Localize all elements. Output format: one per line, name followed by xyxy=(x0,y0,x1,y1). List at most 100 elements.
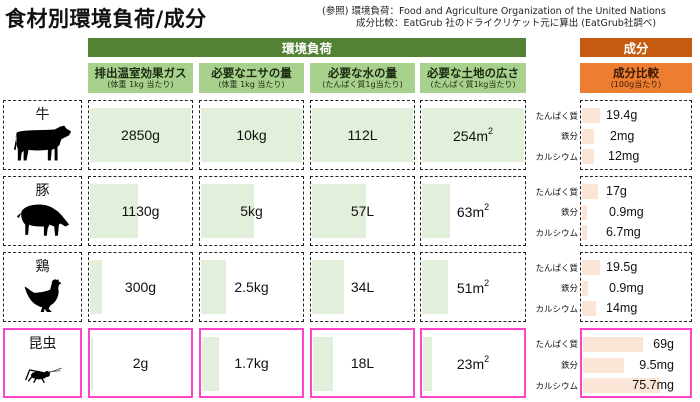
pig-icon xyxy=(16,204,69,236)
chicken-icon xyxy=(24,279,61,312)
value-text: 112L xyxy=(347,127,378,143)
nutrient-value: 75.7mg xyxy=(632,378,674,392)
column-header-unit: (体重 1kg 当たり) xyxy=(218,79,285,89)
value-text: 23m xyxy=(456,356,485,372)
nutrient-value: 14mg xyxy=(606,301,638,315)
ghg-cell: 2850g xyxy=(88,100,193,170)
column-header-title: 排出温室効果ガス xyxy=(94,65,187,80)
nutrient-bar xyxy=(582,184,598,199)
ghg-cell: 1130g xyxy=(88,176,193,246)
value-text: 300g xyxy=(124,279,157,295)
animal-cell: 昆虫 xyxy=(3,328,82,398)
value-text: 34L xyxy=(350,279,375,295)
land-cell: 63m2 xyxy=(420,176,526,246)
animal-cell: 鶏 xyxy=(3,252,82,322)
nutrient-label-protein: たんぱく質 xyxy=(535,340,578,350)
value-superscript: 2 xyxy=(484,354,490,364)
value-text: 63m xyxy=(456,204,485,220)
value-text: 51m xyxy=(456,280,485,296)
feed-cell: 2.5kg xyxy=(199,252,304,322)
nutrient-label-calcium: カルシウム xyxy=(535,382,578,392)
feed-cell: 10kg xyxy=(199,100,304,170)
column-header-ghg: 排出温室効果ガス (体重 1kg 当たり) xyxy=(88,63,193,93)
nutrient-bar xyxy=(582,281,588,296)
value-bar xyxy=(201,260,226,314)
animal-name: 牛 xyxy=(35,107,50,123)
value-bar xyxy=(91,337,94,391)
nutrition-cell: 17g 0.9mg 6.7mg xyxy=(580,176,692,246)
nutrient-bar xyxy=(582,225,587,240)
column-header-title: 必要な土地の広さ xyxy=(427,65,519,80)
column-header-land: 必要な土地の広さ (たんぱく質1kg当たり) xyxy=(420,63,526,93)
feed-cell: 5kg xyxy=(199,176,304,246)
column-header-title: 必要なエサの量 xyxy=(211,65,292,80)
nutrient-label-calcium: カルシウム xyxy=(535,153,578,163)
column-header-unit: (たんぱく質1g当たり) xyxy=(322,79,403,89)
value-text: 10kg xyxy=(236,127,267,143)
reference-nutrition-label: 成分比較 xyxy=(356,18,395,29)
value-bar xyxy=(313,337,334,391)
value-bar xyxy=(90,184,139,238)
land-cell: 51m2 xyxy=(420,252,526,322)
nutrient-label-calcium: カルシウム xyxy=(535,229,578,239)
animal-cell: 牛 xyxy=(3,100,82,170)
column-header-water: 必要な水の量 (たんぱく質1g当たり) xyxy=(310,63,415,93)
animal-name: 鶏 xyxy=(35,259,50,275)
water-cell: 34L xyxy=(310,252,415,322)
nutrient-row-protein: 19.4g xyxy=(582,108,689,123)
nutrient-label-protein: たんぱく質 xyxy=(535,112,578,122)
value-bar xyxy=(90,108,191,162)
reference-line-env: (参照) 環境負荷：Food and Agriculture Organizat… xyxy=(322,6,666,18)
water-cell: 112L xyxy=(310,100,415,170)
nutrient-labels: たんぱく質 鉄分 カルシウム xyxy=(528,252,578,322)
water-cell: 57L xyxy=(310,176,415,246)
column-header-nutrition: 成分比較 (100g当たり) xyxy=(580,63,692,93)
ghg-cell: 2g xyxy=(88,328,193,398)
nutrient-value: 19.5g xyxy=(606,260,638,274)
nutrient-row-calcium: 12mg xyxy=(582,149,689,164)
nutrient-row-calcium: 14mg xyxy=(582,301,689,316)
value-text: 254m xyxy=(452,128,488,144)
nutrient-label-calcium: カルシウム xyxy=(535,305,578,315)
nutrient-row-iron: 2mg xyxy=(582,129,689,144)
nutrient-bar xyxy=(582,260,600,275)
nutrient-bar xyxy=(583,358,624,373)
value-bar xyxy=(90,260,103,314)
value-text: 1130g xyxy=(121,203,160,219)
nutrient-value: 0.9mg xyxy=(609,281,644,295)
nutrient-row-iron: 0.9mg xyxy=(582,281,689,296)
nutrition-cell: 69g 9.5mg 75.7mg xyxy=(580,328,692,398)
column-header-unit: (たんぱく質1kg当たり) xyxy=(430,79,516,89)
value-bar xyxy=(201,108,302,162)
nutrient-value: 19.4g xyxy=(606,108,638,122)
page-title: 食材別環境負荷/成分 xyxy=(5,7,207,31)
value-bar xyxy=(422,260,448,314)
nutrient-value: 9.5mg xyxy=(639,358,674,372)
nutrient-label-iron: 鉄分 xyxy=(560,361,578,371)
nutrient-labels: たんぱく質 鉄分 カルシウム xyxy=(528,176,578,246)
nutrient-label-iron: 鉄分 xyxy=(560,208,578,218)
column-header-title: 成分比較 xyxy=(613,65,659,80)
column-header-feed: 必要なエサの量 (体重 1kg 当たり) xyxy=(199,63,304,93)
cow-icon xyxy=(13,125,71,161)
nutrient-row-protein: 19.5g xyxy=(582,260,689,275)
nutrient-row-iron: 0.9mg xyxy=(582,205,689,220)
land-cell: 254m2 xyxy=(420,100,526,170)
nutrient-labels: たんぱく質 鉄分 カルシウム xyxy=(528,100,578,170)
column-header-unit: (体重 1kg 当たり) xyxy=(107,79,174,89)
value-superscript: 2 xyxy=(484,202,490,212)
nutrient-value: 0.9mg xyxy=(609,205,644,219)
value-text: 5kg xyxy=(240,203,263,219)
value-text: 57L xyxy=(350,203,375,219)
reference-prefix: (参照) xyxy=(322,6,349,17)
column-header-unit: (100g当たり) xyxy=(610,79,662,89)
value-bar xyxy=(202,337,220,391)
nutrient-row-protein: 17g xyxy=(582,184,689,199)
water-cell: 18L xyxy=(310,328,415,398)
nutrient-bar xyxy=(582,301,596,316)
value-text: 2.5kg xyxy=(234,279,269,295)
nutrient-value: 17g xyxy=(606,184,627,198)
animal-name: 昆虫 xyxy=(28,336,57,352)
value-text: 2850g xyxy=(121,127,160,143)
value-bar xyxy=(423,337,433,391)
